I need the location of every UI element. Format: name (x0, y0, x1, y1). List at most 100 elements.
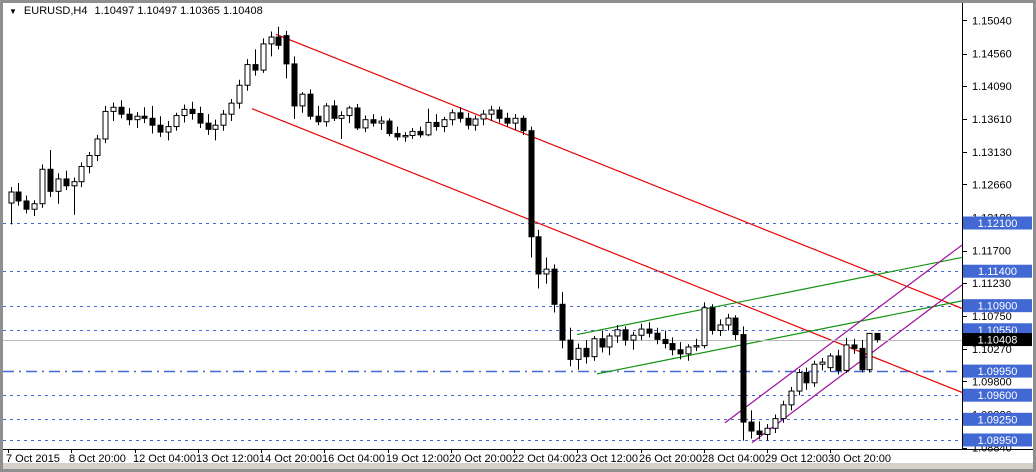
purple-channel-upper[interactable] (724, 244, 962, 424)
candle-body-bull (819, 361, 826, 365)
candle-body-bull (268, 36, 275, 45)
candlestick (268, 31, 275, 57)
candle-body-bear (646, 328, 653, 334)
candlestick (39, 164, 46, 208)
candle-body-bull (39, 168, 46, 205)
candle-body-bear (599, 338, 606, 348)
candle-body-bear (433, 121, 440, 128)
candlestick (796, 369, 803, 396)
candlestick (488, 105, 495, 122)
candlestick (15, 183, 22, 206)
y-axis-tick-label: 1.11700 (972, 246, 1011, 258)
candle-body-bull (236, 84, 243, 104)
price-level-label-1.08950 (963, 433, 1032, 447)
price-level-label-1.10550 (963, 323, 1032, 337)
candle-body-bull (614, 329, 621, 337)
y-axis-tick-label: 1.14090 (972, 81, 1012, 93)
candlestick (346, 105, 353, 124)
candle-body-bear (835, 355, 842, 371)
y-axis-tick-label: 1.13130 (972, 147, 1012, 159)
candlestick (654, 327, 661, 345)
green-channel-lower[interactable] (596, 300, 962, 375)
candlestick (378, 116, 385, 131)
candle-body-bear (859, 347, 866, 371)
candlestick (118, 100, 125, 119)
candle-body-bull (764, 427, 771, 435)
candle-body-bull (449, 112, 456, 121)
candle-body-bear (370, 119, 377, 124)
candle-body-bull (512, 117, 519, 124)
candlestick (835, 349, 842, 375)
candle-body-bull (425, 121, 432, 136)
candlestick (141, 107, 148, 124)
candlestick (417, 126, 424, 138)
candlestick (149, 105, 156, 134)
candlestick (567, 327, 574, 367)
candlestick (740, 326, 747, 441)
candle-body-bull (378, 120, 385, 124)
candlestick (701, 302, 708, 349)
candlestick (811, 360, 818, 387)
candle-body-bull (402, 135, 409, 138)
candle-body-bear (141, 115, 148, 119)
x-axis-tick-label: 14 Oct 20:00 (259, 453, 322, 465)
candlestick (252, 49, 259, 76)
candlestick (803, 367, 810, 390)
price-level-label-1.10900 (963, 299, 1032, 313)
candle-body-bull (31, 203, 38, 210)
candle-body-bull (441, 119, 448, 128)
candlestick (575, 343, 582, 370)
price-level-label-1.09950 (963, 364, 1032, 378)
candle-body-bull (55, 178, 62, 192)
x-axis-tick-label: 16 Oct 04:00 (322, 453, 385, 465)
candlestick (520, 115, 527, 135)
candlestick (622, 326, 629, 346)
candle-body-bull (181, 108, 188, 117)
y-axis-tick-label: 1.10270 (972, 344, 1012, 356)
candle-body-bull (796, 371, 803, 392)
price-level-label-text: 1.08950 (978, 435, 1018, 447)
chart-title-bar: ▼ EURUSD,H4 1.10497 1.10497 1.10365 1.10… (9, 5, 263, 17)
price-level-label-1.12100 (963, 216, 1032, 230)
candlestick (354, 103, 361, 131)
candle-body-bull (575, 347, 582, 360)
symbol-dropdown-icon[interactable]: ▼ (9, 6, 17, 16)
candle-body-bear (205, 122, 212, 130)
candlestick (772, 414, 779, 434)
candle-body-bear (457, 112, 464, 119)
candle-body-bear (662, 338, 669, 345)
candlestick (323, 103, 330, 127)
chart-plot-area[interactable] (3, 3, 962, 449)
candlestick (504, 112, 511, 127)
candle-body-bull (323, 105, 330, 123)
candle-body-bear (394, 132, 401, 138)
candle-body-bear (291, 63, 298, 107)
candle-body-bear (559, 303, 566, 341)
candle-body-bull (480, 113, 487, 120)
candle-body-bull (94, 138, 101, 157)
candle-body-bear (748, 421, 755, 432)
candlestick (205, 114, 212, 135)
candle-body-bull (165, 126, 172, 133)
candle-body-bear (331, 105, 338, 119)
green-channel-upper[interactable] (576, 256, 962, 336)
purple-channel-lower[interactable] (751, 284, 962, 444)
candlestick (866, 332, 873, 373)
candlestick (165, 121, 172, 141)
candle-body-bear (354, 107, 361, 129)
candle-body-bull (299, 93, 306, 107)
candlestick (709, 304, 716, 335)
candlestick (732, 315, 739, 341)
candle-body-bear (197, 112, 204, 124)
candle-body-bull (693, 345, 700, 348)
red-channel-upper[interactable] (275, 33, 962, 309)
candlestick (8, 187, 15, 225)
candle-body-bull (717, 324, 724, 331)
y-axis-tick-label: 1.10750 (972, 311, 1012, 323)
candlestick (409, 127, 416, 139)
candle-body-bear (622, 329, 629, 341)
candle-body-bear (654, 332, 661, 340)
candle-body-bull (338, 115, 345, 119)
candlestick (307, 89, 314, 120)
